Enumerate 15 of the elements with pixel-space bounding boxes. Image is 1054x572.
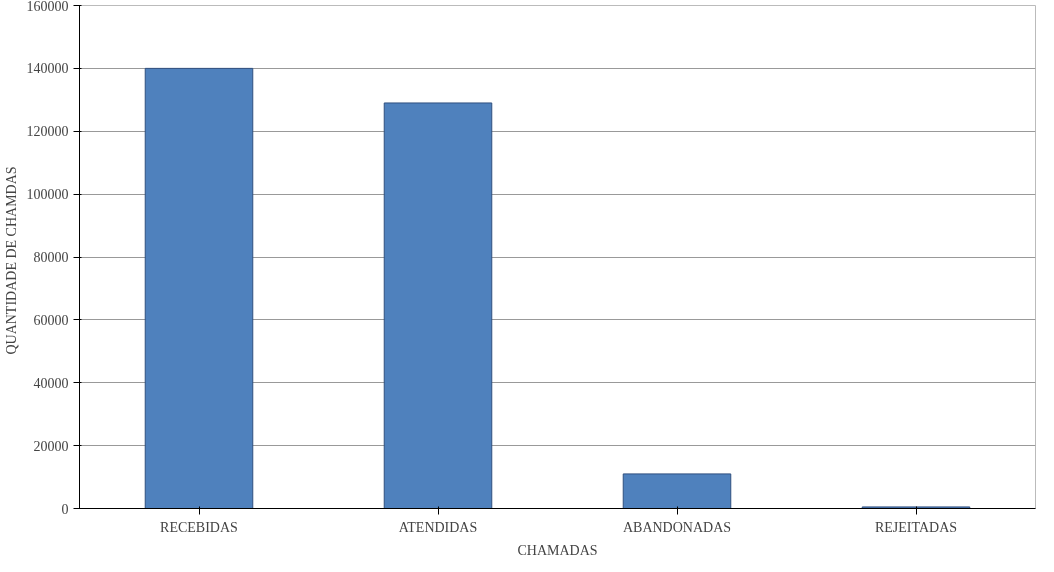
y-tick-label: 0 (61, 501, 69, 517)
y-tick-label: 100000 (26, 187, 69, 203)
y-tick-label: 60000 (33, 312, 69, 328)
x-tick-label: RECEBIDAS (160, 519, 238, 535)
y-tick-label: 120000 (26, 124, 69, 140)
x-axis-title: CHAMADAS (517, 542, 598, 558)
x-tick-label: ABANDONADAS (622, 519, 732, 535)
y-axis-title: QUANTIDADE DE CHAMDAS (3, 166, 19, 355)
y-tick-label: 160000 (26, 0, 69, 14)
y-tick-label: 140000 (26, 61, 69, 77)
y-tick-label: 20000 (33, 438, 69, 454)
x-tick-label: ATENDIDAS (398, 519, 478, 535)
y-tick-label: 80000 (33, 250, 69, 265)
y-tick-label: 40000 (33, 375, 69, 391)
x-tick-label: REJEITADAS (874, 519, 958, 535)
